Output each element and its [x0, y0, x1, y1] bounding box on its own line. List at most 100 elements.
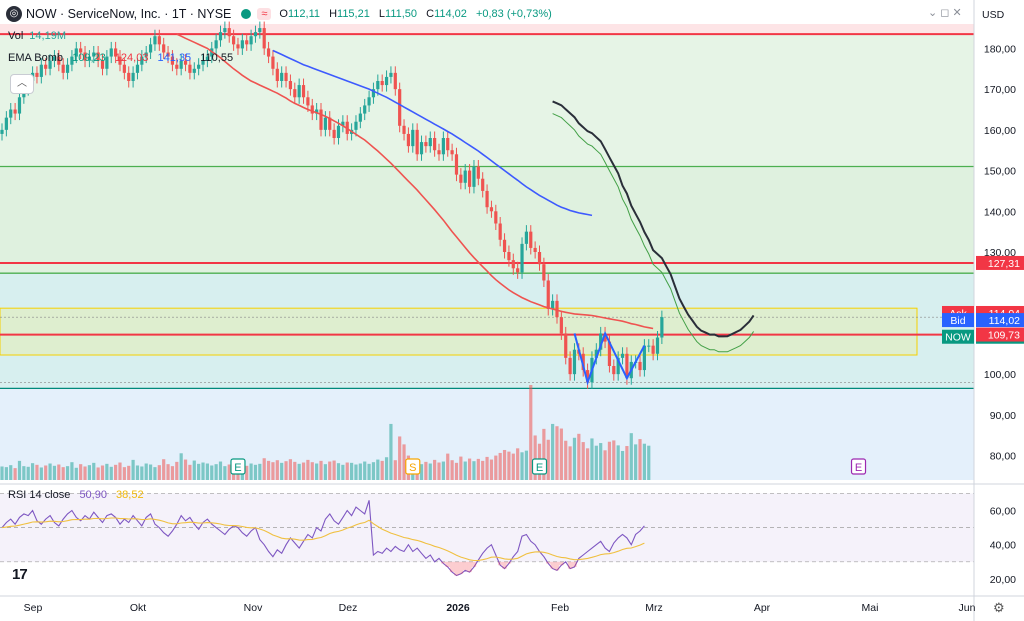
volume-bar [564, 440, 568, 480]
rsi-oversold-fill [506, 561, 512, 564]
earnings-marker-1 [405, 458, 421, 475]
candle-body [651, 345, 655, 354]
candle-body [162, 44, 166, 53]
price-tag-text: 127,31 [988, 258, 1020, 270]
candle-body [498, 223, 502, 240]
volume-bar [625, 446, 629, 480]
volume-bar [65, 466, 70, 480]
candle-body [520, 243, 524, 273]
candle-body [428, 138, 432, 147]
symbol-title[interactable]: NOW · ServiceNow, Inc. · 1T · NYSE [26, 7, 232, 21]
candle-body [642, 345, 646, 371]
candle-body [96, 52, 100, 61]
candle-body [529, 231, 533, 248]
price-tag-prefix-box [942, 313, 974, 328]
price-tick-label: 160,00 [984, 125, 1016, 137]
volume-bar [13, 468, 17, 480]
candle-body [481, 178, 485, 191]
candle-body [310, 105, 314, 114]
candle-body [507, 252, 511, 261]
volume-bar [520, 452, 524, 480]
time-tick-label: Jun [959, 602, 976, 614]
collapse-legend-button[interactable]: ︿ [10, 74, 34, 94]
currency-label[interactable]: USD [982, 9, 1005, 21]
candle-body [306, 97, 310, 106]
candle-body [245, 40, 249, 45]
volume-bar [363, 461, 367, 480]
volume-bar [585, 448, 590, 480]
volume-bar [502, 449, 507, 480]
pane-controls-icon[interactable]: ⌄ ◻ ✕ [928, 7, 962, 19]
market-open-dot-icon [241, 9, 252, 19]
volume-bar [61, 467, 65, 480]
candle-body [271, 56, 275, 69]
candle-body [380, 81, 384, 86]
candle-body [437, 150, 441, 155]
candle-body [105, 56, 109, 69]
volume-bar [590, 438, 594, 480]
volume-bar [402, 444, 406, 480]
rsi-legend[interactable]: RSI 14 close 50,90 38,52 [8, 489, 144, 501]
candle-body [13, 109, 17, 114]
volume-bar [253, 464, 258, 480]
time-tick-label: Dez [339, 602, 358, 614]
candle-body [39, 64, 43, 77]
price-tag-box [976, 327, 1024, 342]
candle-body [266, 48, 271, 57]
price-tag-box [976, 313, 1024, 328]
volume-bar [463, 461, 467, 480]
volume-bar [546, 439, 550, 480]
candle-body [323, 117, 327, 130]
volume-legend[interactable]: Vol 14,19M [8, 30, 66, 42]
tradingview-logo[interactable]: 17 [12, 566, 28, 583]
volume-bar [616, 445, 620, 480]
ema-legend[interactable]: EMA Bomb 109,23 124,03 141,35 110,55 [8, 52, 234, 64]
candle-body [35, 72, 39, 77]
candle-body [612, 366, 616, 375]
candle-body [371, 89, 376, 98]
candle-body [533, 247, 537, 252]
volume-bar [205, 463, 209, 480]
candle-body [419, 142, 424, 155]
volume-bar [127, 465, 131, 480]
candle-body [148, 44, 153, 53]
price-tag-text: 109,73 [988, 330, 1020, 342]
candle-body [603, 333, 607, 342]
rsi-oversold-fill [454, 561, 459, 576]
price-change: +0,83 (+0,73%) [475, 8, 552, 20]
candle-body [328, 117, 332, 130]
candle-body [625, 353, 629, 379]
volume-bar [17, 460, 22, 480]
volume-bar [266, 460, 271, 480]
candle-body [153, 36, 157, 45]
candle-body [450, 150, 454, 155]
candle-body [135, 64, 140, 73]
time-tick-label: Mrz [645, 602, 663, 614]
volume-bar [437, 462, 441, 480]
volume-bar [87, 465, 91, 480]
candle-body [411, 129, 415, 147]
volume-bar [511, 453, 515, 480]
volume-bar [105, 463, 109, 480]
candle-body [599, 333, 603, 350]
candle-body [319, 109, 323, 130]
volume-bar [607, 441, 612, 480]
candle-body [594, 349, 598, 358]
ema-slow-line [272, 49, 593, 217]
volume-bar [288, 459, 293, 480]
rsi-oversold-fill [497, 561, 503, 566]
volume-bar [26, 466, 30, 480]
volume-bar [568, 446, 572, 480]
volume-bar [249, 463, 253, 480]
candle-body [463, 170, 467, 183]
symbol-logo-icon: ◎ [6, 6, 22, 22]
earnings-marker-0 [230, 458, 246, 475]
compare-icon[interactable]: ≈ [257, 8, 272, 20]
candle-body [57, 56, 61, 65]
candle-body [524, 231, 528, 244]
candle-body [472, 166, 476, 187]
volume-bar [446, 453, 450, 480]
settings-gear-icon[interactable]: ⚙ [993, 600, 1005, 615]
volume-bar [262, 458, 266, 480]
